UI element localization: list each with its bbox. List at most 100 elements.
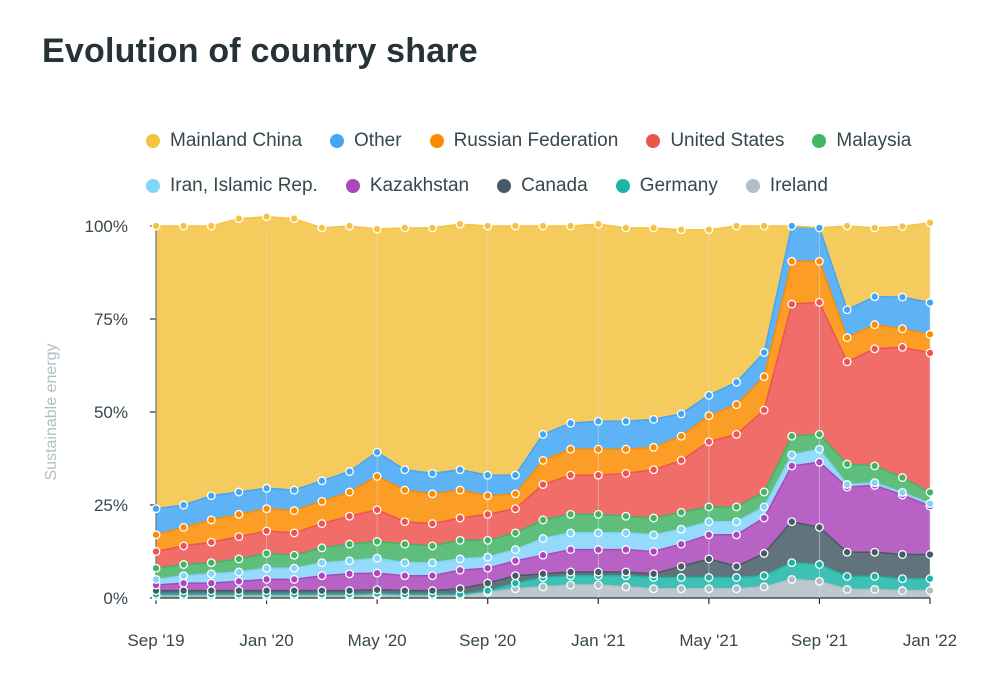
point-canada <box>538 569 548 579</box>
legend-item-russian-federation[interactable]: Russian Federation <box>429 130 618 152</box>
point-other <box>621 416 631 426</box>
legend-item-iran[interactable]: Iran, Islamic Rep. <box>146 175 318 197</box>
y-axis-label: Sustainable energy <box>43 344 60 481</box>
point-canada <box>510 571 520 581</box>
point-malaysia <box>455 535 465 545</box>
area-other <box>156 226 930 535</box>
x-tick-label: Jan '21 <box>571 631 625 650</box>
point-russian-federation <box>427 489 437 499</box>
point-kazakhstan <box>179 578 189 588</box>
point-iran-islamic-rep <box>649 530 659 540</box>
point-russian-federation <box>870 320 880 330</box>
point-germany <box>732 573 741 582</box>
point-united-states <box>870 344 880 354</box>
point-mainland-china <box>400 223 410 233</box>
point-germany <box>925 574 935 584</box>
point-malaysia <box>676 507 686 517</box>
point-kazakhstan <box>289 574 299 584</box>
point-iran-islamic-rep <box>510 545 520 555</box>
point-malaysia <box>234 554 244 564</box>
legend-item-canada[interactable]: Canada <box>497 175 588 197</box>
legend-marker-icon <box>345 178 360 193</box>
point-canada <box>649 569 659 579</box>
point-canada <box>842 547 852 557</box>
point-russian-federation <box>897 324 907 334</box>
legend-label: Malaysia <box>836 129 912 151</box>
point-mainland-china <box>649 223 659 233</box>
point-other <box>759 348 769 357</box>
legend-item-mainland-china[interactable]: Mainland China <box>146 130 302 152</box>
legend-item-malaysia[interactable]: Malaysia <box>812 130 911 152</box>
point-united-states <box>676 455 686 465</box>
point-canada <box>704 554 714 564</box>
chart-legend: Mainland China Other Russian Federation … <box>146 118 966 208</box>
point-united-states <box>649 465 659 475</box>
point-russian-federation <box>483 491 493 501</box>
point-kazakhstan <box>814 457 824 467</box>
point-ireland <box>814 576 824 586</box>
point-canada <box>870 547 880 557</box>
point-other <box>345 467 354 476</box>
point-iran-islamic-rep <box>842 480 852 489</box>
legend-item-other[interactable]: Other <box>330 130 402 152</box>
point-iran-islamic-rep <box>870 478 880 488</box>
point-russian-federation <box>179 522 189 532</box>
legend-label: Germany <box>639 174 718 196</box>
legend-label: Iran, Islamic Rep. <box>170 174 318 196</box>
legend-label: Other <box>354 129 402 151</box>
point-iran-islamic-rep <box>759 502 769 512</box>
point-other <box>732 377 741 387</box>
y-tick-label: 100% <box>85 217 128 236</box>
legend-item-united-states[interactable]: United States <box>646 130 784 152</box>
point-mainland-china <box>593 219 603 229</box>
point-mainland-china <box>206 221 216 231</box>
legend-label: Ireland <box>769 174 828 196</box>
point-iran-islamic-rep <box>372 553 382 563</box>
point-other <box>455 465 465 475</box>
point-mainland-china <box>427 223 437 233</box>
point-iran-islamic-rep <box>925 499 935 508</box>
point-other <box>372 447 382 457</box>
point-other <box>897 292 907 302</box>
point-united-states <box>317 519 327 529</box>
point-iran-islamic-rep <box>400 558 410 568</box>
point-kazakhstan <box>345 569 354 579</box>
point-other <box>538 429 548 439</box>
x-tick-label: Jan '22 <box>903 631 957 650</box>
point-other <box>787 221 797 231</box>
point-germany <box>787 558 797 568</box>
point-united-states <box>510 504 520 514</box>
point-iran-islamic-rep <box>704 517 714 527</box>
point-united-states <box>593 470 603 480</box>
legend-marker-icon <box>497 178 512 193</box>
point-iran-islamic-rep <box>345 556 354 566</box>
legend-item-ireland[interactable]: Ireland <box>745 174 828 197</box>
point-mainland-china <box>676 225 686 235</box>
point-malaysia <box>593 509 603 519</box>
point-united-states <box>151 547 161 556</box>
point-malaysia <box>483 535 493 545</box>
point-canada <box>676 561 686 571</box>
point-malaysia <box>759 487 769 497</box>
legend-item-kazakhstan[interactable]: Kazakhstan <box>345 175 469 197</box>
point-ireland <box>649 584 659 594</box>
point-united-states <box>400 517 410 527</box>
point-iran-islamic-rep <box>732 517 741 527</box>
x-tick-label: Sep '21 <box>791 631 848 650</box>
point-kazakhstan <box>538 550 548 560</box>
point-other <box>483 470 493 480</box>
area-layer <box>155 215 931 598</box>
point-kazakhstan <box>704 530 714 540</box>
legend-item-germany[interactable]: Germany <box>615 174 718 197</box>
point-mainland-china <box>455 219 465 229</box>
point-kazakhstan <box>621 545 631 555</box>
legend-marker-icon <box>429 133 444 148</box>
y-tick-label: 75% <box>94 310 128 329</box>
point-other <box>262 483 272 493</box>
point-malaysia <box>732 502 741 512</box>
point-canada <box>925 550 935 559</box>
point-malaysia <box>151 563 161 573</box>
point-other <box>317 476 327 486</box>
point-ireland <box>759 582 769 592</box>
point-kazakhstan <box>400 571 410 581</box>
